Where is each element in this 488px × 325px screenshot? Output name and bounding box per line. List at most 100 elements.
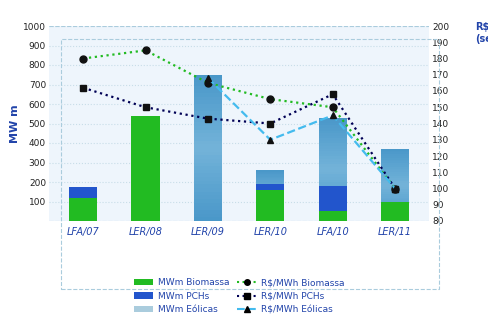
Y-axis label: MW m: MW m — [10, 104, 20, 143]
Bar — [381, 194, 409, 196]
Bar — [131, 116, 160, 221]
Bar — [256, 206, 285, 207]
Bar — [256, 197, 285, 198]
Bar — [256, 201, 285, 202]
Bar — [194, 155, 222, 159]
Bar — [256, 184, 285, 186]
Bar — [319, 149, 347, 151]
Bar — [381, 169, 409, 171]
Bar — [381, 158, 409, 160]
Bar — [319, 185, 347, 188]
Bar — [256, 208, 285, 210]
Bar — [256, 193, 285, 194]
Bar — [319, 146, 347, 149]
Bar — [194, 214, 222, 217]
Bar — [319, 118, 347, 120]
Bar — [319, 193, 347, 195]
Bar — [194, 203, 222, 206]
Bar — [319, 123, 347, 125]
Bar — [319, 159, 347, 162]
Bar — [319, 177, 347, 180]
Bar — [381, 198, 409, 199]
Bar — [256, 200, 285, 201]
Bar — [319, 188, 347, 190]
Bar — [256, 192, 285, 193]
Bar — [381, 179, 409, 181]
Bar — [256, 210, 285, 211]
Bar — [194, 140, 222, 144]
Bar — [381, 174, 409, 176]
Bar — [194, 162, 222, 166]
Bar — [381, 208, 409, 210]
Bar — [194, 166, 222, 170]
Bar — [319, 133, 347, 136]
Bar — [381, 214, 409, 215]
Bar — [194, 174, 222, 177]
Bar — [256, 172, 285, 173]
Bar — [194, 185, 222, 188]
Bar — [319, 216, 347, 218]
Bar — [381, 151, 409, 152]
Bar — [319, 169, 347, 172]
Bar — [381, 178, 409, 179]
Bar — [319, 164, 347, 167]
Bar — [194, 111, 222, 115]
Bar — [319, 203, 347, 205]
Bar — [381, 190, 409, 192]
Bar — [319, 190, 347, 193]
Bar — [381, 167, 409, 169]
Bar — [319, 182, 347, 185]
Bar — [319, 156, 347, 159]
Bar — [256, 177, 285, 178]
Bar — [319, 141, 347, 144]
Bar — [381, 203, 409, 205]
Bar — [381, 181, 409, 183]
Bar — [381, 156, 409, 158]
Bar — [381, 187, 409, 188]
Bar — [381, 192, 409, 194]
Bar — [194, 82, 222, 86]
Bar — [319, 172, 347, 175]
Bar — [256, 212, 285, 214]
Bar — [256, 215, 285, 216]
Bar — [194, 104, 222, 108]
Bar — [319, 175, 347, 177]
Bar — [319, 138, 347, 141]
Bar — [256, 187, 285, 188]
Bar — [381, 217, 409, 219]
Bar — [194, 122, 222, 126]
Bar — [256, 220, 285, 221]
Bar — [319, 136, 347, 138]
Bar — [194, 75, 222, 78]
Bar — [381, 172, 409, 174]
Bar — [194, 97, 222, 100]
Legend: MWm Biomassa, MWm PCHs, MWm Eólicas, R$/MWh Biomassa, R$/MWh PCHs, R$/MWh Eólica: MWm Biomassa, MWm PCHs, MWm Eólicas, R$/… — [130, 275, 348, 318]
Bar — [319, 128, 347, 131]
Bar — [319, 180, 347, 182]
Bar — [194, 217, 222, 221]
Bar — [319, 167, 347, 169]
Bar — [319, 211, 347, 213]
Bar — [381, 207, 409, 208]
Bar — [256, 217, 285, 218]
Bar — [256, 176, 285, 177]
Bar — [319, 154, 347, 156]
Bar — [319, 151, 347, 154]
Bar — [194, 93, 222, 97]
Bar — [256, 190, 285, 221]
Bar — [319, 218, 347, 221]
Bar — [194, 181, 222, 185]
Bar — [194, 89, 222, 93]
Bar — [381, 176, 409, 178]
Bar — [381, 185, 409, 187]
Bar — [319, 211, 347, 221]
Bar — [194, 133, 222, 137]
Bar — [256, 202, 285, 203]
Bar — [256, 216, 285, 217]
Bar — [194, 126, 222, 130]
Bar — [194, 210, 222, 214]
Bar — [256, 203, 285, 204]
Bar — [381, 152, 409, 154]
Bar — [381, 160, 409, 162]
Bar — [319, 208, 347, 211]
